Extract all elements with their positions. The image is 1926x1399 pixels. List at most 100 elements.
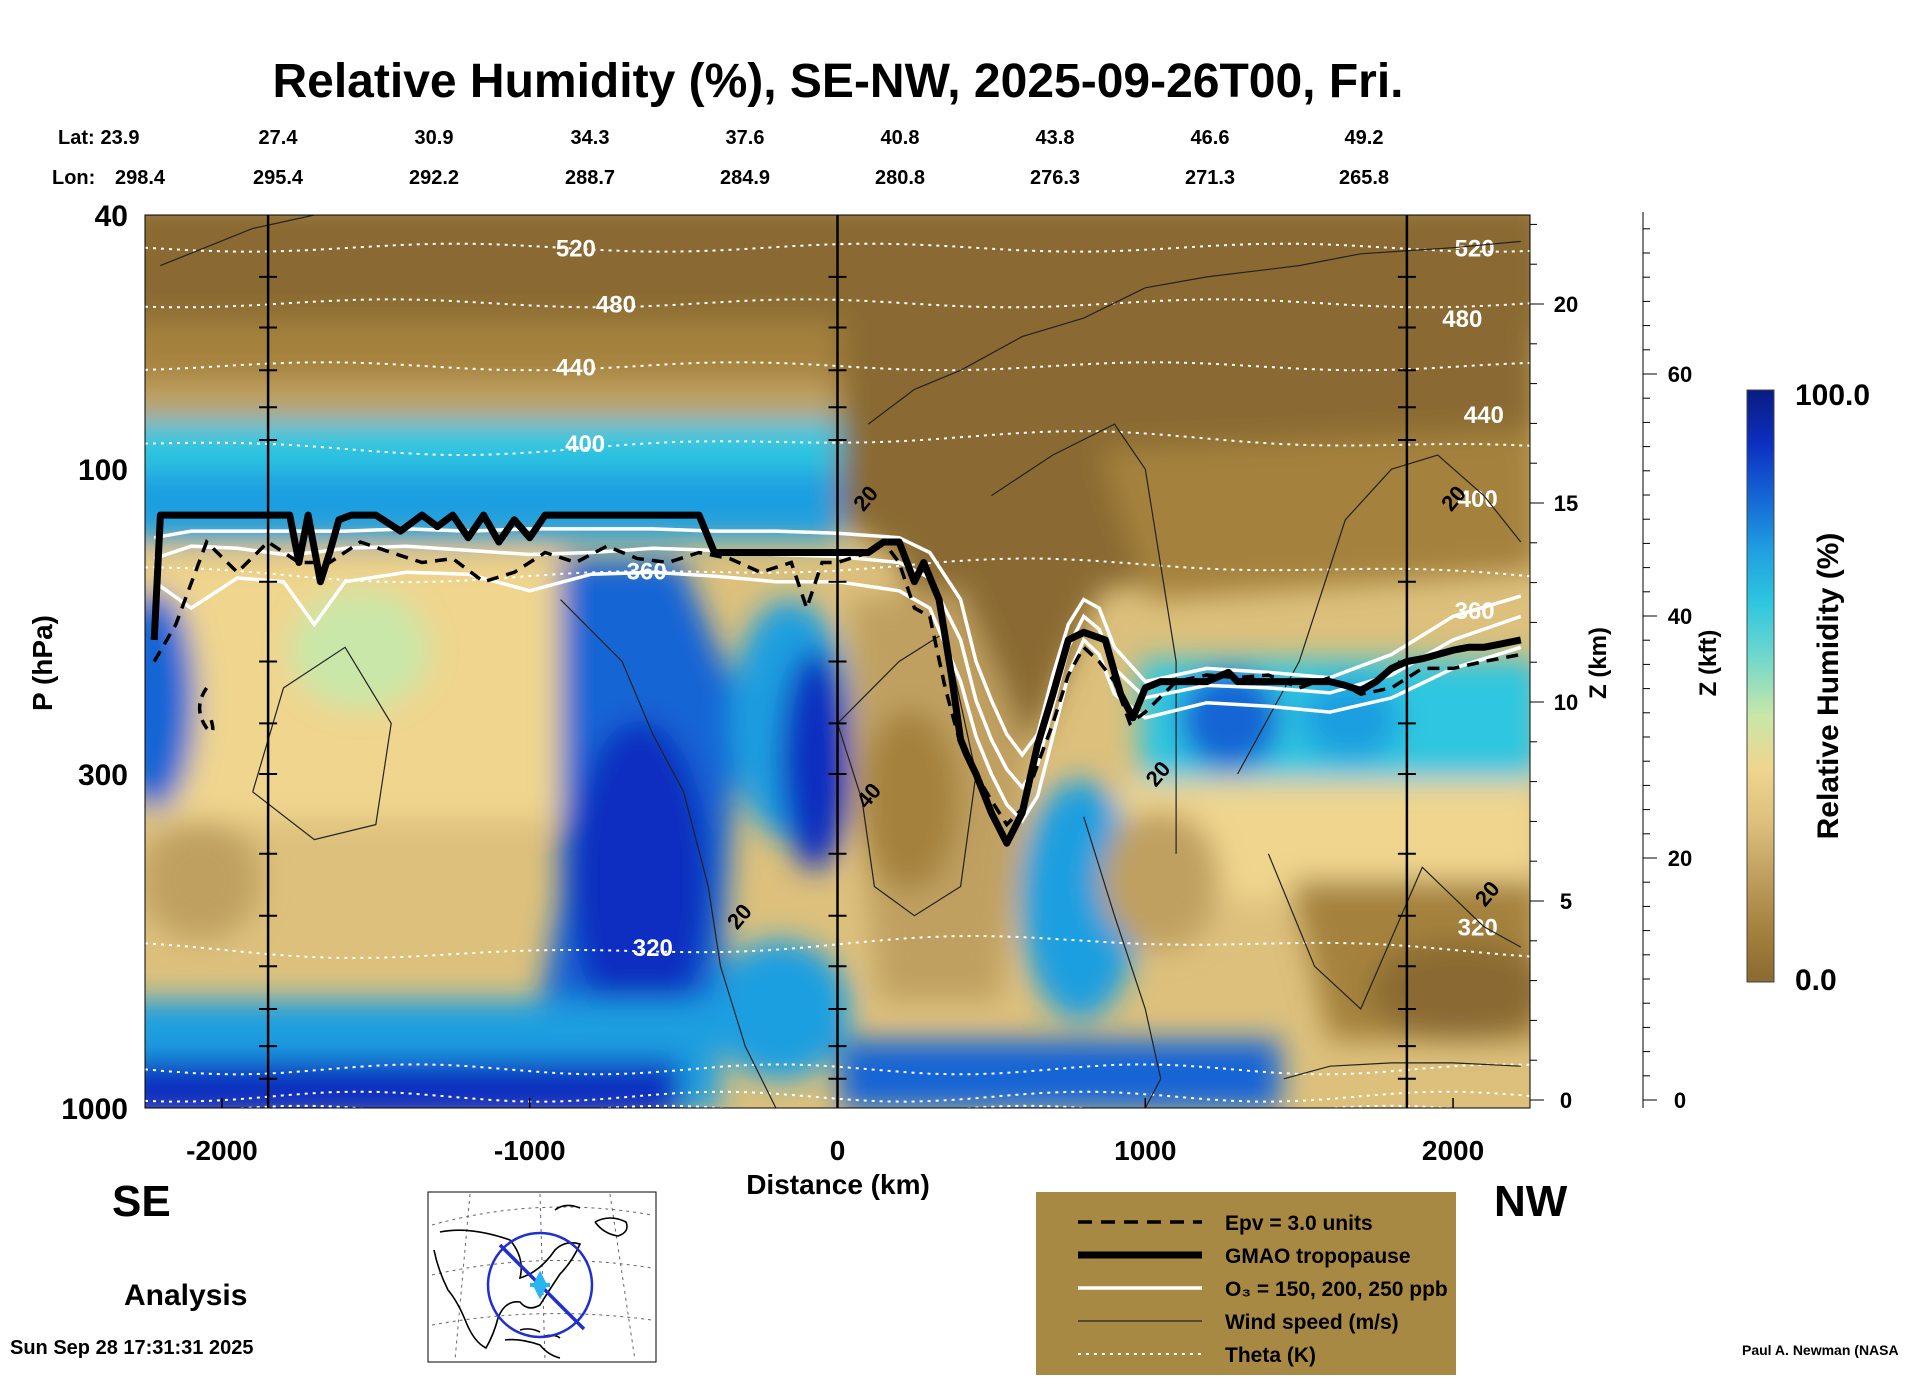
wind-speed-line xyxy=(1267,853,1522,1011)
rh-mid-left-tan xyxy=(145,820,260,940)
lon-value: 280.8 xyxy=(875,167,925,189)
z-km-tick-label: 5 xyxy=(1560,889,1572,914)
z-kft-tick-label: 0 xyxy=(1674,1088,1686,1113)
ozone-contour xyxy=(153,527,1522,758)
z-kft-tick-label: 20 xyxy=(1668,846,1692,871)
author-credit: Paul A. Newman (NASA xyxy=(1742,1342,1899,1358)
lon-header-label: Lon: xyxy=(52,167,95,189)
rh-mid-left-cyan xyxy=(290,590,430,710)
wind-speed-line xyxy=(867,240,1521,425)
epv-dashed-loop xyxy=(197,686,215,733)
vertical-markers xyxy=(259,215,1416,1108)
legend-label: Theta (K) xyxy=(1225,1344,1316,1367)
theta-label: 320 xyxy=(633,935,673,962)
legend-label: Wind speed (m/s) xyxy=(1225,1311,1399,1334)
ozone-contours xyxy=(153,527,1522,824)
x-tick-label: 2000 xyxy=(1422,1135,1484,1166)
rh-mid-right-blue xyxy=(1180,670,1280,770)
wind-speed-line xyxy=(160,215,315,267)
z-kft-tick-label: 40 xyxy=(1668,604,1692,629)
ozone-contour xyxy=(153,544,1522,791)
lat-value: 43.8 xyxy=(1036,127,1075,149)
se-label: SE xyxy=(112,1177,171,1226)
lat-lon-values: 23.9 27.4 30.9 34.3 37.6 40.8 43.8 46.6 49.2 298.… xyxy=(101,127,1390,189)
x-tick-label: 0 xyxy=(830,1135,846,1166)
rh-right-dry-tongue xyxy=(1100,810,1220,950)
theta-label-right: 440 xyxy=(1464,402,1504,429)
lat-value: 37.6 xyxy=(726,127,765,149)
z-km-axis-label: Z (km) xyxy=(1585,627,1612,699)
legend: Epv = 3.0 units GMAO tropopause O₃ = 150, … xyxy=(1036,1192,1456,1375)
z-km-tick-label: 10 xyxy=(1554,690,1578,715)
z-km-tick-label: 20 xyxy=(1554,292,1578,317)
wind-speed-line xyxy=(991,423,1177,854)
rh-field-shading xyxy=(145,215,1530,1108)
lon-value: 298.4 xyxy=(115,167,166,189)
wind-speed-line xyxy=(560,599,777,1108)
lat-header-label: Lat: xyxy=(58,127,95,149)
x-axis-label: Distance (km) xyxy=(746,1169,930,1200)
rh-boundary-right xyxy=(840,1040,1280,1108)
lat-value: 46.6 xyxy=(1191,127,1230,149)
inset-map xyxy=(427,1191,657,1363)
wind-speed-line xyxy=(1237,454,1522,775)
z-km-tick-label: 0 xyxy=(1560,1088,1572,1113)
z-kft-axis: 0 20 40 60 xyxy=(1642,212,1692,1113)
x-tick-label: 1000 xyxy=(1114,1135,1176,1166)
p-tick-label: 100 xyxy=(78,454,128,487)
p-tick-label: 1000 xyxy=(61,1093,128,1126)
rh-deep-column-core xyxy=(570,720,710,1040)
legend-label: Epv = 3.0 units xyxy=(1225,1212,1373,1235)
colorbar-title: Relative Humidity (%) xyxy=(1812,533,1845,840)
theta-label-right: 320 xyxy=(1458,915,1498,942)
p-tick-label: 300 xyxy=(78,759,128,792)
rh-strat-middle xyxy=(145,320,850,390)
lon-value: 265.8 xyxy=(1339,167,1389,189)
z-kft-tick-label: 60 xyxy=(1668,362,1692,387)
map-range-circle xyxy=(486,1231,594,1339)
theta-label-right: 520 xyxy=(1455,236,1495,263)
nw-label: NW xyxy=(1494,1177,1568,1226)
theta-label: 400 xyxy=(565,431,605,458)
x-tick-label: -1000 xyxy=(494,1135,566,1166)
p-tick-label: 40 xyxy=(95,200,128,233)
legend-label: GMAO tropopause xyxy=(1225,1245,1411,1268)
lat-value: 40.8 xyxy=(881,127,920,149)
theta-label: 440 xyxy=(556,354,596,381)
colorbar-max-label: 100.0 xyxy=(1795,379,1870,412)
wind-speed-line xyxy=(836,631,977,917)
lat-value: 30.9 xyxy=(415,127,454,149)
ozone-contour xyxy=(153,570,1522,824)
lon-value: 288.7 xyxy=(565,167,615,189)
tropopause-line xyxy=(150,511,1522,847)
p-axis-label: P (hPa) xyxy=(27,615,58,711)
rh-moist-pocket-mid xyxy=(1020,780,1140,1020)
analysis-label: Analysis xyxy=(124,1279,247,1312)
lon-value: 284.9 xyxy=(720,167,770,189)
rh-dry-core xyxy=(860,710,960,890)
rh-lower-right-drycore xyxy=(1370,940,1530,1040)
z-km-axis: 0 5 10 15 20 xyxy=(1529,215,1578,1113)
lat-value: 27.4 xyxy=(259,127,299,149)
lon-value: 295.4 xyxy=(253,167,304,189)
lon-value: 292.2 xyxy=(409,167,459,189)
rh-mid-left-blue xyxy=(145,590,195,810)
legend-label: O₃ = 150, 200, 250 ppb xyxy=(1225,1278,1448,1301)
wind-speed-line xyxy=(252,646,392,841)
pressure-axis: 40 100 300 1000 xyxy=(61,200,128,1126)
theta-label-right: 480 xyxy=(1442,306,1482,333)
wind-speed-line xyxy=(1283,1062,1521,1080)
x-axis: -2000 -1000 0 1000 2000 xyxy=(186,1098,1484,1166)
tropopause-thick-line xyxy=(150,511,1522,847)
chart-title: Relative Humidity (%), SE-NW, 2025-09-26… xyxy=(272,55,1403,108)
theta-label: 480 xyxy=(596,291,636,318)
colorbar xyxy=(1746,389,1775,983)
lon-value: 271.3 xyxy=(1185,167,1235,189)
legend-items: Epv = 3.0 units GMAO tropopause O₃ = 150, … xyxy=(1078,1212,1448,1367)
z-km-tick-label: 15 xyxy=(1554,491,1578,516)
lat-value: 49.2 xyxy=(1345,127,1384,149)
timestamp: Sun Sep 28 17:31:31 2025 xyxy=(10,1337,253,1359)
